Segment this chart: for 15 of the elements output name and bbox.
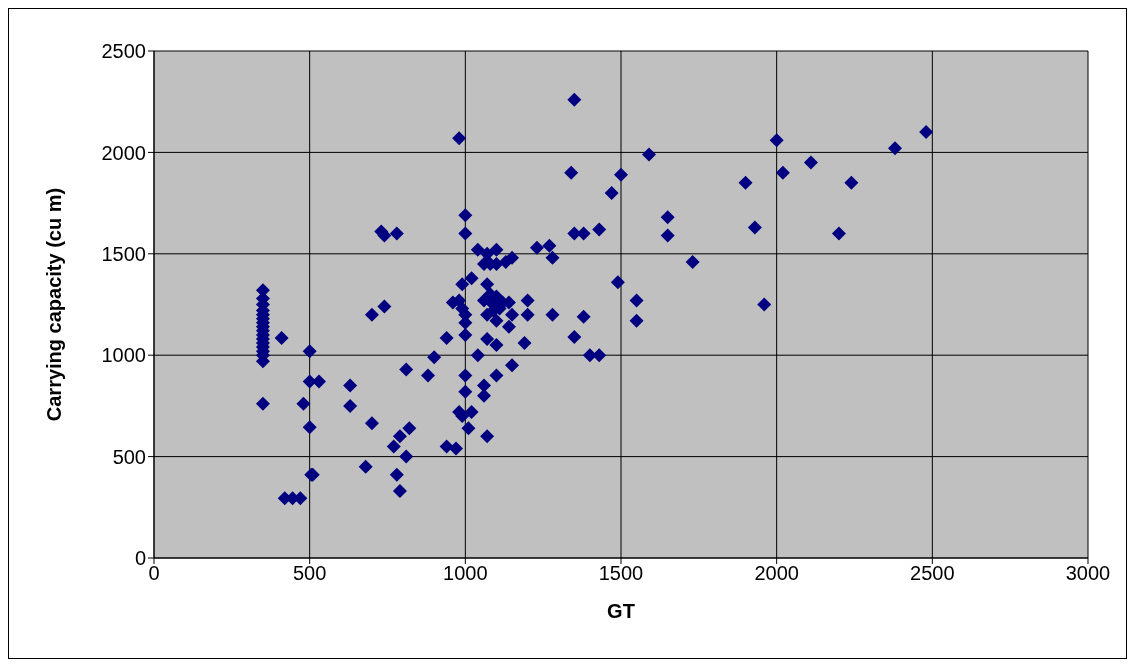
- y-tick-label: 2500: [101, 40, 146, 63]
- x-tick-label: 1000: [443, 562, 488, 585]
- y-tick-label: 500: [112, 445, 146, 468]
- y-tick-label: 1000: [101, 344, 146, 367]
- x-tick-label: 3000: [1065, 562, 1111, 585]
- x-tick-label: 500: [292, 562, 327, 585]
- y-axis-title: Carrying capacity (cu m): [43, 187, 66, 422]
- x-tick-label: 2500: [910, 562, 955, 585]
- x-tick-label: 2000: [754, 562, 799, 585]
- y-tick-label: 1500: [101, 242, 146, 265]
- x-tick-label: 1500: [598, 562, 644, 585]
- y-tick-label: 0: [134, 547, 146, 570]
- x-axis-title: GT: [607, 600, 635, 622]
- x-tick-label: 0: [148, 562, 160, 585]
- y-tick-label: 2000: [101, 141, 146, 164]
